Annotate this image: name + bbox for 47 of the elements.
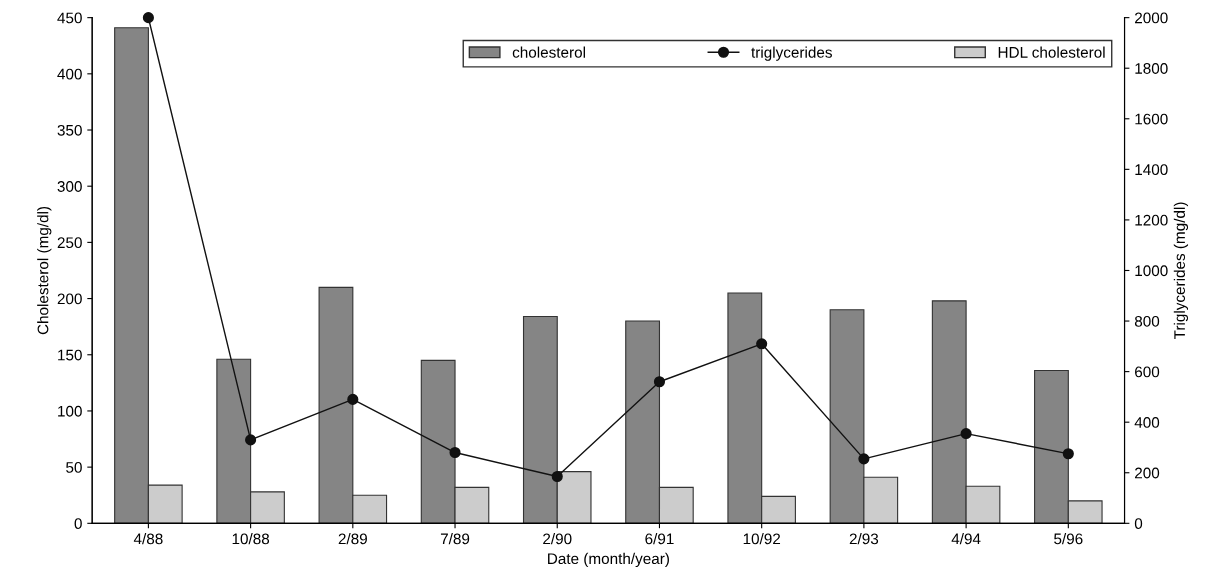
y2-tick-label: 2000 <box>1135 12 1168 24</box>
y-tick-label: 200 <box>57 293 82 305</box>
y2-axis-title: Triglycerides (mg/dl) <box>1173 202 1189 340</box>
point <box>1062 448 1074 460</box>
x-tick-label: 6/91 <box>645 533 674 545</box>
y2-tick-label: 200 <box>1135 467 1160 479</box>
x-tick-label: 7/89 <box>440 533 470 545</box>
point <box>756 338 768 350</box>
x-tick-label: 5/96 <box>1054 533 1083 545</box>
x-tick-label: 4/88 <box>133 533 163 545</box>
point <box>142 12 154 24</box>
point <box>347 393 359 405</box>
y2-tick-label: 1600 <box>1135 113 1168 125</box>
y2-tick-label: 1400 <box>1135 164 1168 176</box>
x-tick-label: 2/90 <box>543 533 572 545</box>
y-tick-label: 300 <box>57 181 82 192</box>
x-tick-label: 2/89 <box>338 533 367 545</box>
legend-label: HDL cholesterol <box>998 46 1105 58</box>
point <box>245 434 257 446</box>
y-tick-label: 450 <box>57 12 82 24</box>
y2-tick-label: 1800 <box>1135 63 1168 74</box>
y-tick-label: 350 <box>57 124 82 136</box>
y2-tick-label: 600 <box>1135 366 1160 378</box>
y2-tick-label: 800 <box>1134 315 1160 327</box>
y2-tick-label: 0 <box>1134 518 1143 530</box>
point <box>551 470 563 483</box>
x-axis-title: Date (month/year) <box>548 552 669 568</box>
y2-tick-label: 1000 <box>1135 265 1168 277</box>
x-tick-label: 4/94 <box>951 533 981 545</box>
y-axis-title: Cholesterol (mg/dl) <box>37 206 52 335</box>
x-tick-label: 10/92 <box>743 533 781 545</box>
legend-label: cholesterol <box>512 46 585 58</box>
y-tick-label: 50 <box>66 462 82 473</box>
point <box>449 446 461 459</box>
y-tick-label: 250 <box>57 237 82 249</box>
legend-label: triglycerides <box>751 46 832 61</box>
y2-tick-label: 400 <box>1134 417 1160 428</box>
point <box>960 428 972 440</box>
y-tick-label: 0 <box>74 518 82 530</box>
y-tick-label: 150 <box>58 349 82 361</box>
x-tick-label: 10/88 <box>232 533 270 545</box>
y-tick-label: 100 <box>58 405 82 417</box>
point <box>653 376 666 388</box>
y2-tick-label: 1200 <box>1135 214 1168 226</box>
y-tick-label: 400 <box>57 68 82 80</box>
x-tick-label: 2/93 <box>849 533 879 545</box>
point <box>858 453 870 465</box>
